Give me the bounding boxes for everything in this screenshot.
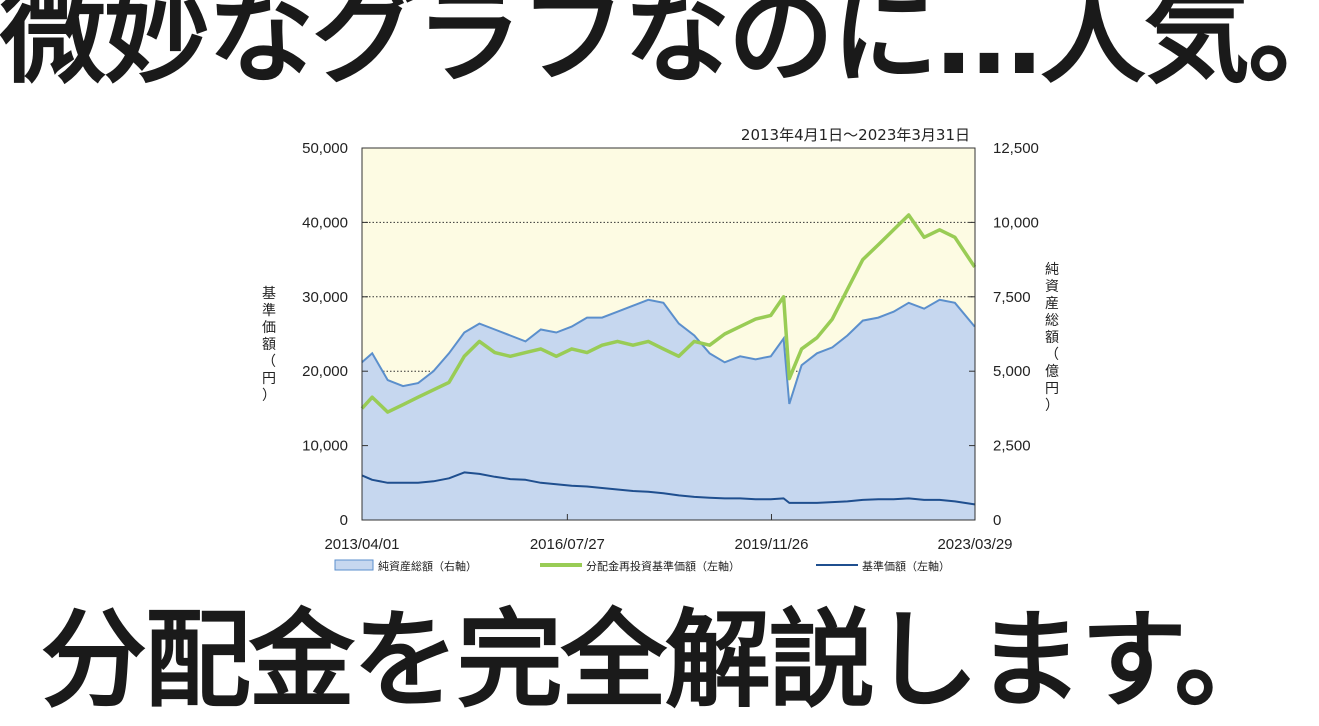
legend-swatch-net-assets — [334, 559, 374, 571]
net-assets-line — [361, 298, 976, 405]
y-left-tick-label: 0 — [340, 512, 348, 529]
y-right-label-char: 額 — [1045, 330, 1059, 346]
y-left-tick-label: 30,000 — [302, 289, 348, 306]
y-right-tick-label: 12,500 — [993, 140, 1039, 157]
reinvested-nav-line — [360, 213, 977, 414]
fund-performance-chart: 0 10,000 20,000 30,000 40,000 50,000 0 2,500 5,0… — [262, 126, 1059, 573]
y-right-tick-label: 5,000 — [993, 363, 1031, 380]
x-tick-label: 2016/07/27 — [530, 536, 605, 553]
y-left-tick-label: 40,000 — [302, 214, 348, 231]
headline-top: 微妙なグラフなのに…人気。 — [0, 0, 1319, 98]
y-right-label-char: ） — [1045, 398, 1059, 414]
y-right-label-char: 総 — [1045, 313, 1059, 329]
y-left-label-char: （ — [262, 354, 276, 370]
y-left-label-char: 円 — [262, 371, 276, 387]
y-left-label-char: 価 — [262, 320, 276, 336]
y-left-tick-label: 10,000 — [302, 438, 348, 455]
legend-label-nav: 基準価額（左軸） — [862, 559, 950, 573]
x-tick-label: 2019/11/26 — [734, 536, 808, 553]
y-right-tick-label: 7,500 — [993, 289, 1031, 306]
y-left-tick-label: 50,000 — [302, 140, 348, 157]
y-right-label-char: 産 — [1045, 296, 1059, 312]
y-left-tick-label: 20,000 — [302, 363, 348, 380]
legend-label-reinvested: 分配金再投資基準価額（左軸） — [586, 559, 740, 573]
y-left-label-char: 額 — [262, 337, 276, 353]
y-left-label-char: 準 — [262, 303, 276, 319]
nav-line — [361, 471, 975, 506]
plot-frame — [361, 147, 976, 521]
x-tick-label: 2013/04/01 — [324, 536, 399, 553]
y-left-label-char: 基 — [262, 285, 276, 302]
y-right-tick-label: 0 — [993, 512, 1001, 529]
y-right-label-char: （ — [1045, 347, 1059, 363]
y-right-tick-label: 10,000 — [993, 214, 1039, 231]
y-right-label-char: 純 — [1045, 262, 1059, 278]
y-right-label-char: 資 — [1045, 279, 1059, 295]
y-right-label-char: 円 — [1045, 381, 1059, 397]
x-tick-label: 2023/03/29 — [937, 536, 1012, 553]
y-left-label-char: ） — [262, 388, 276, 404]
y-right-label-char: 億 — [1045, 364, 1059, 380]
period-label: 2013年4月1日～2023年3月31日 — [741, 126, 970, 144]
y-right-tick-label: 2,500 — [993, 438, 1031, 455]
legend-label-net-assets: 純資産総額（右軸） — [378, 559, 477, 573]
